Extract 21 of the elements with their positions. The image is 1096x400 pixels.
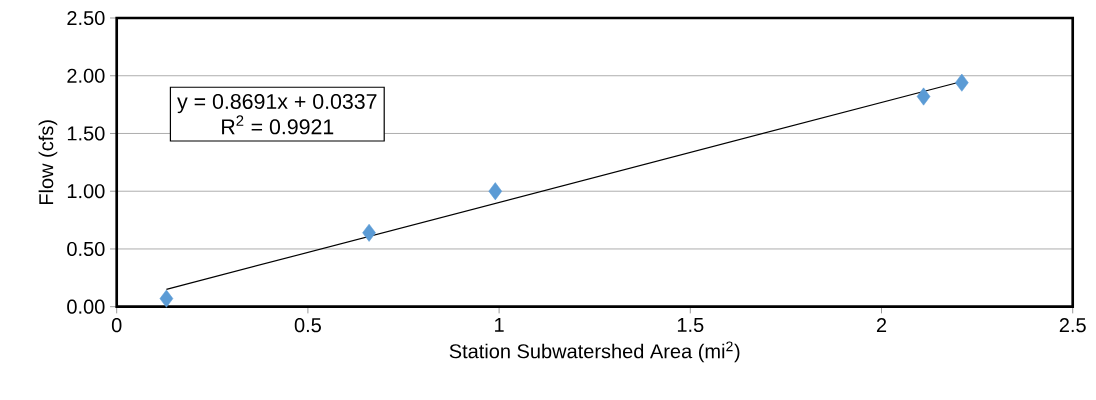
point (916, 87, 931, 106)
x-tick-label: 1 (495, 318, 504, 332)
point (955, 73, 969, 92)
x-tick-label: 0.5 (294, 318, 321, 333)
annotation: y = 0.8691x + 0.0337 (177, 93, 377, 114)
x-tick-label: 2.5 (1059, 318, 1086, 333)
x-axis-title: Station Subwatershed Area (mi$^{2}$) (449, 341, 740, 363)
y-axis-title: Flow (cfs) (38, 120, 58, 205)
point (488, 182, 503, 201)
x-tick-label: 0 (111, 318, 122, 333)
y-tick-label: 2.50 (67, 10, 105, 26)
y-tick-label: 0.00 (67, 299, 105, 314)
y-tick-label: 0.50 (67, 241, 105, 257)
y-tick-label: 1.00 (67, 184, 105, 199)
y-tick-label: 1.50 (67, 126, 105, 141)
x-tick-label: 2 (876, 318, 887, 333)
y-tick-label: 2.00 (67, 68, 105, 83)
point (159, 289, 174, 308)
point (362, 223, 376, 242)
annotation: R$^{2}$ = 0.9921 (222, 115, 334, 135)
x-tick-label: 1.5 (677, 318, 704, 333)
